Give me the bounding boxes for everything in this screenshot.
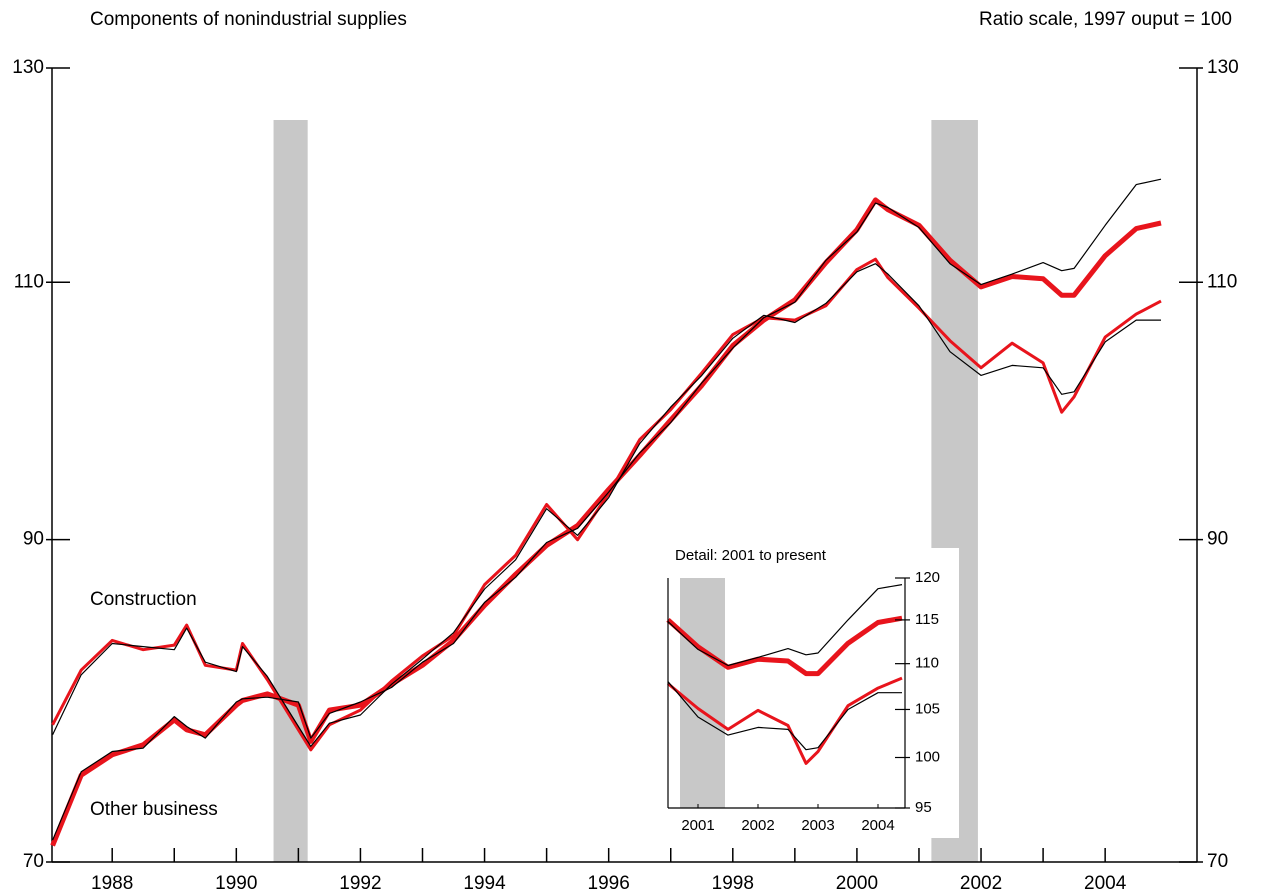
x-tick-label: 1990 xyxy=(215,873,257,894)
chart-title: Components of nonindustrial supplies xyxy=(90,9,407,30)
y-tick-label: 70 xyxy=(1207,851,1228,872)
series-line xyxy=(667,676,903,765)
inset-y-tick-label: 105 xyxy=(915,700,940,717)
y-tick-label: 130 xyxy=(12,57,44,78)
inset-title: Detail: 2001 to present xyxy=(675,547,827,564)
x-tick-label: 2002 xyxy=(960,873,1002,894)
recession-shade xyxy=(273,120,308,862)
inset-y-tick-label: 95 xyxy=(915,799,932,816)
series-label: Construction xyxy=(90,589,197,610)
y-tick-label: 70 xyxy=(23,851,44,872)
y-tick-label: 90 xyxy=(23,529,44,550)
y-tick-label: 130 xyxy=(1207,57,1239,78)
series-line xyxy=(667,681,902,751)
series-label: Other business xyxy=(90,799,218,820)
y-tick-label: 90 xyxy=(1207,529,1228,550)
inset-x-tick-label: 2001 xyxy=(681,817,714,834)
series-line xyxy=(667,584,903,667)
series-line xyxy=(52,263,1161,747)
inset-x-tick-label: 2003 xyxy=(801,817,834,834)
series-line xyxy=(52,178,1162,841)
y-tick-label: 110 xyxy=(1207,271,1237,292)
x-tick-label: 1996 xyxy=(588,873,630,894)
inset-y-tick-label: 110 xyxy=(915,655,939,672)
x-tick-label: 1992 xyxy=(339,873,381,894)
x-tick-label: 2000 xyxy=(836,873,878,894)
inset-x-tick-label: 2002 xyxy=(741,817,774,834)
inset-x-tick-label: 2004 xyxy=(861,817,894,834)
series-line xyxy=(51,257,1162,752)
inset-recession-shade xyxy=(680,578,725,808)
y-tick-label: 110 xyxy=(14,271,44,292)
x-tick-label: 1994 xyxy=(463,873,506,894)
x-tick-label: 1988 xyxy=(91,873,133,894)
inset-y-tick-label: 100 xyxy=(915,748,940,765)
x-tick-label: 2004 xyxy=(1084,873,1127,894)
chart-subtitle: Ratio scale, 1997 ouput = 100 xyxy=(979,9,1232,30)
inset-y-tick-label: 115 xyxy=(915,611,939,628)
x-tick-label: 1998 xyxy=(712,873,754,894)
inset-lines xyxy=(666,584,903,765)
series-line xyxy=(50,197,1162,847)
inset-y-tick-label: 120 xyxy=(915,569,940,586)
